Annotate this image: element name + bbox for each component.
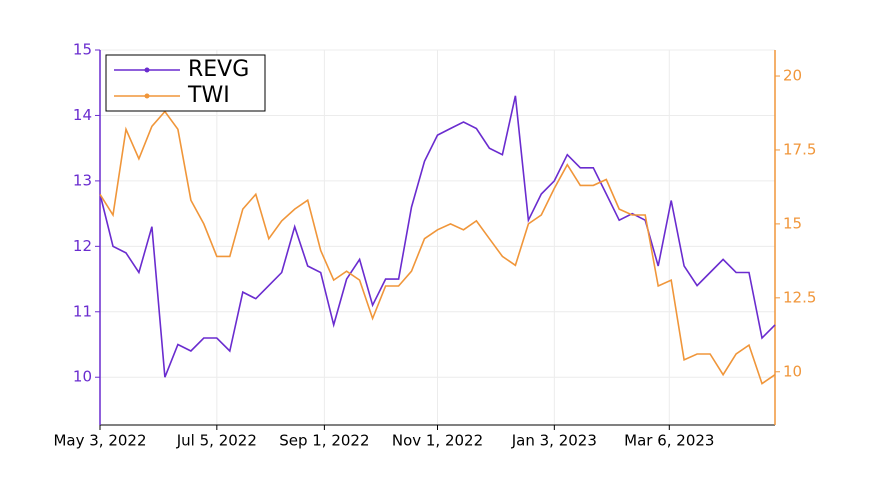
y-tick-label: 11 bbox=[73, 302, 92, 320]
legend-marker bbox=[144, 67, 150, 73]
series-line bbox=[99, 95, 776, 378]
y-tick-label: 12 bbox=[73, 237, 92, 255]
x-tick-label: Sep 1, 2022 bbox=[279, 432, 369, 450]
x-tick-label: Nov 1, 2022 bbox=[392, 432, 483, 450]
legend-marker bbox=[144, 93, 150, 99]
y2-tick-label: 15 bbox=[783, 214, 802, 232]
y2-tick-label: 10 bbox=[783, 362, 802, 380]
series-line bbox=[99, 110, 776, 385]
x-tick-label: Mar 6, 2023 bbox=[624, 432, 714, 450]
x-tick-label: Jul 5, 2022 bbox=[176, 432, 257, 450]
y-tick-label: 13 bbox=[73, 171, 92, 189]
y-tick-label: 10 bbox=[73, 368, 92, 386]
y2-tick-label: 17.5 bbox=[783, 140, 816, 158]
y-tick-label: 14 bbox=[73, 106, 92, 124]
legend-label: TWI bbox=[187, 83, 230, 108]
x-tick-label: May 3, 2022 bbox=[53, 432, 146, 450]
legend-box bbox=[105, 54, 266, 112]
x-tick-label: Jan 3, 2023 bbox=[511, 432, 597, 450]
y2-tick-label: 12.5 bbox=[783, 288, 816, 306]
legend-label: REVG bbox=[188, 57, 249, 82]
y-tick-label: 15 bbox=[73, 41, 92, 59]
y2-tick-label: 20 bbox=[783, 67, 802, 85]
